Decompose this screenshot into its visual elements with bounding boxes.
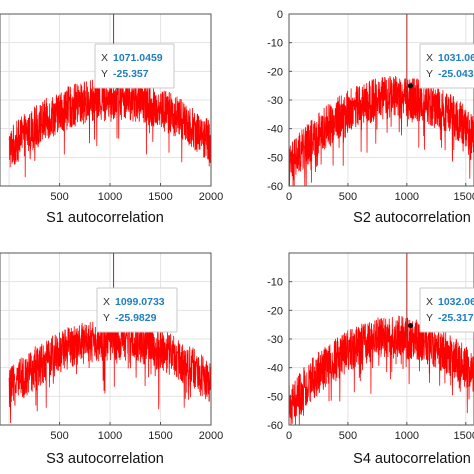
chart-panel-3: 500 1000 1500 2000 S3 autocorrelation X 1099.0… <box>0 252 223 467</box>
signal-trace <box>289 75 474 186</box>
datatip-x-value: 1032.06 <box>438 296 474 308</box>
datatip-y-key: Y <box>426 312 433 324</box>
panel-caption: S1 autocorrelation <box>46 210 164 226</box>
y-tick-label: -10 <box>267 38 283 50</box>
y-tick-label: -50 <box>267 391 283 403</box>
datatip-y-value: -25.9829 <box>115 312 157 324</box>
y-tick-label: -40 <box>267 124 283 136</box>
y-tick-label: -10 <box>267 277 283 289</box>
panel-caption: S3 autocorrelation <box>46 451 164 467</box>
x-tick-label: 1000 <box>395 191 419 203</box>
datatip-y-key: Y <box>426 68 433 80</box>
datatip-y-value: -25.043 <box>438 68 474 80</box>
x-tick-label: 1000 <box>98 430 122 442</box>
datatip-x-key: X <box>101 52 108 64</box>
datatip-x-value: 1071.0459 <box>113 52 163 64</box>
datatip-y-value: -25.317 <box>438 312 474 324</box>
datatip-y-key: Y <box>103 312 110 324</box>
datatip-x-key: X <box>426 296 433 308</box>
x-tick-label: 1000 <box>395 430 419 442</box>
y-tick-label: -60 <box>267 420 283 432</box>
panel-caption: S4 autocorrelation <box>353 451 471 467</box>
x-tick-label: 1000 <box>98 191 122 203</box>
datatip-y-value: -25.357 <box>113 68 149 80</box>
signal-trace <box>8 77 211 178</box>
axes-frame <box>0 252 212 426</box>
y-tick-label: -30 <box>267 95 283 107</box>
y-tick-label: -20 <box>267 66 283 78</box>
datatip-marker[interactable] <box>408 322 414 329</box>
x-tick-label: 0 <box>286 430 292 442</box>
panel-caption: S2 autocorrelation <box>353 210 471 226</box>
datatip[interactable]: X 1031.06 Y -25.043 <box>419 43 474 89</box>
datatip-marker[interactable] <box>407 83 414 89</box>
y-tick-label: -40 <box>267 363 283 375</box>
chart-panel-1: 500 1000 1500 2000 S1 autocorrelation X 1071.0… <box>0 13 223 226</box>
x-tick-label: 1500 <box>148 430 172 442</box>
chart-panel-2: 0 500 1000 1500 0 -10 -20 -30 -40 -50 -60 S2 autoco… <box>267 9 474 226</box>
axes-frame <box>0 13 212 187</box>
x-tick-label: 500 <box>50 191 68 203</box>
y-tick-label: -50 <box>267 152 283 164</box>
x-tick-label: 1500 <box>148 191 172 203</box>
y-tick-label: 0 <box>277 9 283 21</box>
datatip-x-key: X <box>426 52 433 64</box>
datatip-x-value: 1031.06 <box>438 52 474 64</box>
datatip-x-key: X <box>103 296 110 308</box>
signal-trace <box>289 315 474 425</box>
datatip-y-key: Y <box>101 68 108 80</box>
y-tick-label: -30 <box>267 334 283 346</box>
x-tick-label: 500 <box>339 191 357 203</box>
x-tick-label: 1500 <box>454 430 474 442</box>
datatip-box <box>419 43 474 89</box>
datatip[interactable]: X 1032.06 Y -25.317 <box>419 287 474 333</box>
x-tick-label: 2000 <box>199 430 223 442</box>
x-tick-label: 2000 <box>199 191 223 203</box>
datatip-x-value: 1099.0733 <box>115 296 165 308</box>
datatip-box <box>96 287 178 333</box>
datatip-box <box>419 287 474 333</box>
x-tick-label: 500 <box>50 430 68 442</box>
y-tick-label: -60 <box>267 181 283 193</box>
datatip[interactable]: X 1099.0733 Y -25.9829 <box>96 287 178 333</box>
datatip[interactable]: X 1071.0459 Y -25.357 <box>94 43 175 89</box>
y-tick-label: -20 <box>267 305 283 317</box>
x-tick-label: 1500 <box>454 191 474 203</box>
chart-panel-4: 0 500 1000 1500 -10 -20 -30 -40 -50 -60 S4 autocor… <box>267 252 474 467</box>
datatip-box <box>94 43 175 89</box>
x-tick-label: 0 <box>286 191 292 203</box>
x-tick-label: 500 <box>339 430 357 442</box>
